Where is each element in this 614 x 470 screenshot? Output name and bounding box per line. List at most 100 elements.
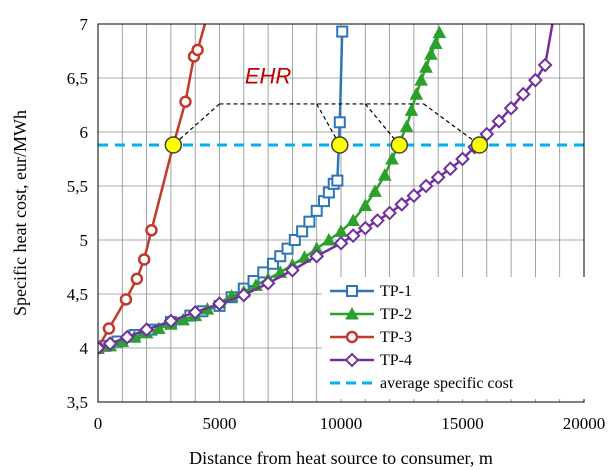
data-point-tp-1	[333, 116, 346, 129]
ehr-leader-line	[316, 103, 341, 146]
data-point-tp-4	[382, 205, 398, 221]
y-tick-label: 4	[80, 339, 89, 358]
data-point-tp-2	[176, 312, 190, 326]
tick-labels: 0 5000 10000 15000 20000 3,5 4 4,5 5 5,5 6 6,5 7	[67, 15, 606, 433]
ehr-point	[164, 136, 183, 154]
legend-label: TP-2	[380, 306, 412, 323]
data-point-tp-4	[515, 86, 531, 102]
data-point-tp-4	[163, 313, 179, 329]
data-point-tp-1	[281, 242, 294, 255]
ehr-point	[390, 136, 409, 154]
data-point-tp-2	[322, 232, 336, 246]
data-point-tp-1	[303, 215, 316, 228]
data-point-tp-3	[130, 272, 144, 286]
data-point-tp-2	[368, 184, 382, 197]
legend-label: TP-1	[380, 283, 412, 300]
ehr-leader-line	[364, 103, 400, 146]
data-point-tp-3	[191, 43, 204, 57]
data-point-tp-4	[527, 72, 543, 88]
data-point-tp-4	[357, 220, 373, 236]
data-point-tp-1	[266, 257, 279, 270]
legend-item-tp-4: TP-4	[330, 352, 412, 369]
legend-marker	[345, 330, 359, 344]
data-point-tp-4	[455, 151, 470, 167]
legend-marker	[344, 352, 360, 368]
x-axis-title: Distance from heat source to consumer, m	[189, 448, 493, 468]
data-point-tp-1	[288, 234, 301, 246]
y-tick-label: 6	[80, 123, 89, 142]
ehr-leader-line	[172, 103, 220, 146]
data-point-tp-2	[428, 36, 443, 49]
data-point-tp-2	[151, 321, 166, 335]
x-tick-label: 0	[94, 414, 103, 433]
data-point-tp-4	[212, 296, 227, 312]
data-point-tp-2	[409, 87, 424, 100]
data-point-tp-3	[145, 224, 158, 237]
data-point-tp-4	[491, 113, 507, 129]
plot-frame	[97, 23, 585, 403]
y-tick-label: 4,5	[67, 285, 88, 304]
data-point-tp-1	[336, 25, 349, 38]
data-point-tp-2	[432, 25, 447, 39]
data-point-tp-3	[179, 95, 192, 109]
series-layer	[98, 24, 554, 356]
data-point-tp-1	[310, 204, 323, 217]
legend: TP-1 TP-2 TP-3 TP-4 average specific cost	[322, 277, 586, 399]
legend-items: TP-1 TP-2 TP-3 TP-4 average specific cost	[330, 283, 514, 392]
ehr-points-layer	[164, 136, 489, 154]
ehr-label: EHR	[245, 63, 292, 88]
data-point-tp-1	[274, 250, 287, 263]
legend-item-tp-1: TP-1	[330, 283, 412, 300]
data-point-tp-4	[260, 275, 276, 291]
legend-item-tp-3: TP-3	[330, 329, 412, 346]
data-point-tp-3	[119, 293, 133, 306]
y-tick-label: 6,5	[67, 69, 88, 88]
y-tick-label: 7	[80, 15, 89, 34]
data-point-tp-4	[98, 340, 106, 356]
data-point-tp-4	[442, 161, 458, 177]
data-point-tp-4	[430, 169, 446, 185]
legend-marker	[346, 285, 358, 297]
legend-label: TP-4	[380, 352, 412, 369]
data-point-tp-1	[331, 174, 344, 187]
y-tick-label: 3,5	[67, 393, 88, 412]
legend-marker	[345, 306, 359, 320]
ehr-point	[470, 136, 489, 154]
data-point-tp-2	[377, 168, 392, 181]
x-tick-label: 10000	[320, 414, 363, 433]
data-point-tp-4	[102, 336, 118, 352]
data-point-tp-2	[424, 47, 438, 60]
legend-item-average: average specific cost	[330, 375, 514, 392]
data-point-tp-1	[296, 225, 309, 238]
data-point-tp-4	[284, 262, 300, 278]
data-point-tp-3	[137, 253, 151, 266]
data-point-tp-2	[358, 198, 373, 211]
data-point-tp-2	[385, 151, 399, 165]
data-point-tp-2	[346, 213, 360, 227]
data-point-tp-4	[394, 196, 410, 212]
data-point-tp-2	[419, 60, 433, 73]
y-axis-title: Specific heat cost, eur/MWh	[10, 110, 30, 316]
legend-label: TP-3	[380, 329, 412, 346]
data-point-tp-4	[309, 248, 325, 264]
data-point-tp-4	[139, 322, 155, 338]
data-point-tp-4	[187, 304, 203, 320]
x-tick-label: 20000	[563, 414, 606, 433]
data-point-tp-4	[503, 100, 519, 116]
series-tp-3	[98, 24, 207, 355]
data-point-tp-4	[345, 228, 361, 244]
data-point-tp-4	[537, 57, 553, 73]
ehr-point	[331, 136, 349, 154]
data-point-tp-2	[414, 73, 429, 86]
x-tick-label: 15000	[441, 414, 484, 433]
data-point-tp-2	[399, 119, 414, 133]
data-point-tp-4	[406, 188, 422, 204]
data-point-tp-4	[236, 287, 252, 303]
legend-item-tp-2: TP-2	[330, 306, 412, 323]
legend-label: average specific cost	[380, 375, 514, 392]
x-tick-label: 5000	[203, 414, 237, 433]
data-point-tp-2	[404, 103, 419, 116]
ehr-leader-line	[423, 103, 480, 146]
data-point-tp-4	[370, 213, 385, 228]
